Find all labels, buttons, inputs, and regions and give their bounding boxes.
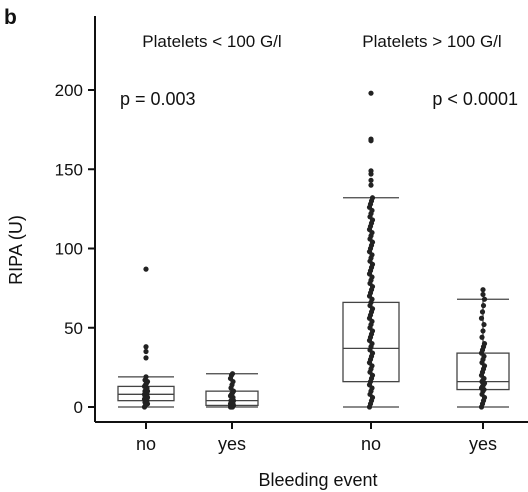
group-label-left: Platelets < 100 G/l xyxy=(142,32,281,51)
outlier-point xyxy=(143,348,149,355)
outlier-point xyxy=(368,177,374,183)
data-point xyxy=(480,302,487,309)
data-point xyxy=(479,309,486,315)
data-point xyxy=(481,341,488,347)
outlier-point xyxy=(368,90,374,96)
outlier-point xyxy=(368,182,374,188)
outlier-point xyxy=(143,266,149,272)
y-tick-label: 50 xyxy=(64,319,83,338)
y-axis-title: RIPA (U) xyxy=(6,215,26,285)
outlier-point xyxy=(143,355,149,361)
panel-label: b xyxy=(4,6,17,29)
data-point xyxy=(478,315,485,321)
group-label-right: Platelets > 100 G/l xyxy=(362,32,501,51)
x-tick-label: yes xyxy=(469,434,497,454)
x-tick-label: no xyxy=(136,434,156,454)
data-point xyxy=(480,328,486,334)
y-axis-title-group: RIPA (U) xyxy=(6,215,26,285)
x-axis-title: Bleeding event xyxy=(258,470,377,490)
x-tick-label: yes xyxy=(218,434,246,454)
y-tick-label: 150 xyxy=(55,160,83,179)
data-point xyxy=(143,374,149,380)
data-point xyxy=(369,195,376,201)
y-tick-label: 100 xyxy=(55,240,83,259)
plot-area: 0 50 100 150 200 no yes no yes xyxy=(55,16,528,454)
p-value-left: p = 0.003 xyxy=(120,89,196,109)
x-tick-label: no xyxy=(361,434,381,454)
data-point xyxy=(479,334,485,340)
data-point xyxy=(229,371,236,377)
outlier-point xyxy=(368,136,374,142)
outlier-point xyxy=(480,287,486,293)
y-tick-label: 200 xyxy=(55,81,83,100)
outlier-point xyxy=(480,291,486,298)
data-point xyxy=(481,321,487,328)
outlier-point xyxy=(368,168,374,174)
data-point xyxy=(481,296,488,302)
y-tick-label: 0 xyxy=(74,398,83,417)
outlier-point xyxy=(143,344,149,350)
p-value-right: p < 0.0001 xyxy=(432,89,518,109)
